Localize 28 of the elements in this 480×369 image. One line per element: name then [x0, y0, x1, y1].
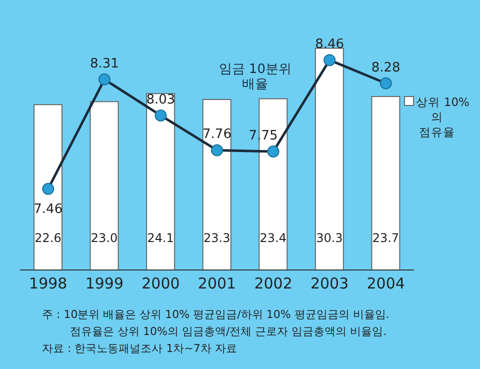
x-tick-label: 2004 — [366, 274, 405, 293]
data-label: 8.03 — [146, 92, 176, 108]
x-tick-label: 1999 — [85, 274, 124, 293]
data-label: 23.0 — [90, 231, 118, 245]
bar — [202, 98, 232, 270]
x-tick-label: 2000 — [142, 274, 180, 293]
x-tick-label: 2003 — [310, 274, 349, 293]
text: 주 : 10분위 배율은 상위 10% 평균임금/하위 10% 평균임금의 비율임. — [42, 307, 390, 323]
text: 자료 : 한국노동패널조사 1차~7차 자료 — [42, 341, 238, 357]
data-label: 8.31 — [90, 56, 119, 72]
legend-label: 상위 10%의 점유율 — [415, 94, 470, 140]
bar — [314, 48, 344, 270]
data-label: 30.3 — [316, 231, 343, 245]
x-tick-label: 2002 — [254, 274, 292, 293]
data-label: 23.4 — [260, 231, 286, 245]
bar — [146, 93, 176, 270]
data-label: 23.7 — [372, 231, 400, 245]
bar — [371, 96, 400, 270]
data-label: 24.1 — [147, 231, 174, 245]
data-label: 8.28 — [371, 60, 400, 76]
bar — [34, 104, 62, 270]
x-tick-label: 1998 — [29, 274, 68, 293]
text: 점유율은 상위 10%의 임금총액/전체 근로자 임금총액의 비율임. — [69, 324, 388, 340]
bar — [90, 101, 119, 270]
x-tick-label: 2001 — [198, 274, 236, 293]
series-label: 임금 10분위 배율 — [218, 62, 292, 92]
data-label: 22.6 — [34, 231, 62, 245]
data-label: 23.3 — [204, 231, 230, 245]
